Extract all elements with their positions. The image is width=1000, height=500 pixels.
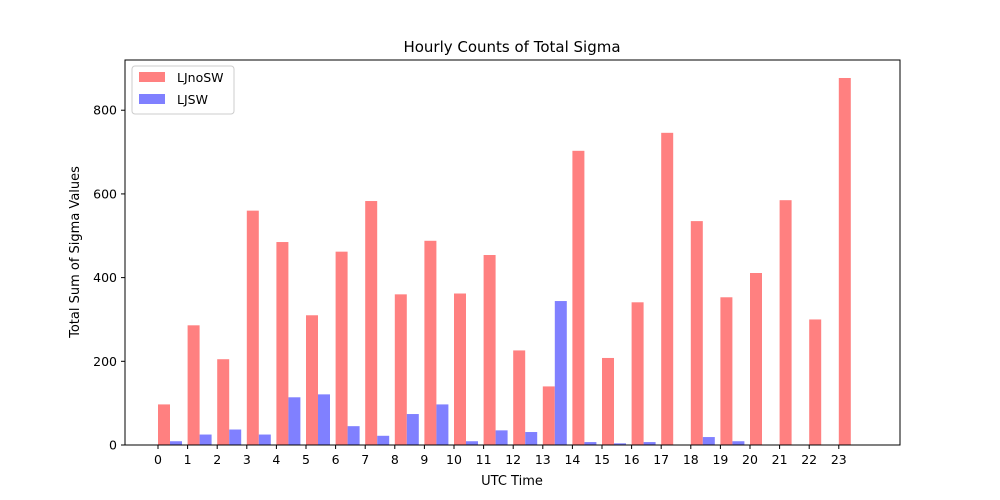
legend: LJnoSW LJSW (131, 65, 235, 115)
bar-ljsw-15 (614, 443, 626, 445)
y-tick-label: 0 (109, 438, 117, 453)
bar-ljnosw-10 (454, 293, 466, 445)
x-axis-ticks: 0 1 2 3 4 5 6 7 8 9 10 11 12 13 14 15 16 17 18 19 20 21 22 23 (154, 445, 847, 467)
x-tick-label: 10 (446, 452, 462, 467)
x-tick-label: 12 (505, 452, 521, 467)
bar-ljnosw-15 (602, 357, 614, 445)
x-tick-label: 20 (742, 452, 758, 467)
bar-ljsw-6 (347, 426, 360, 445)
x-tick-label: 3 (243, 452, 251, 467)
bar-ljnosw-2 (217, 359, 230, 445)
x-tick-label: 2 (213, 452, 221, 467)
bar-ljnosw-4 (276, 242, 289, 445)
x-tick-label: 7 (361, 452, 369, 467)
y-tick-label: 600 (93, 186, 117, 201)
bar-ljnosw-3 (246, 210, 259, 445)
bar-ljnosw-19 (720, 297, 733, 445)
bar-ljnosw-9 (424, 240, 437, 445)
bar-ljnosw-20 (750, 273, 762, 445)
bar-ljnosw-17 (661, 132, 674, 445)
x-tick-label: 22 (801, 452, 817, 467)
bar-ljnosw-6 (335, 251, 348, 445)
bar-ljnosw-13 (542, 386, 555, 445)
x-tick-label: 18 (683, 452, 699, 467)
bar-ljnosw-7 (365, 201, 378, 445)
bar-ljsw-5 (318, 394, 330, 445)
bar-ljsw-0 (170, 441, 182, 445)
bar-ljnosw-12 (513, 350, 526, 445)
x-tick-label: 6 (332, 452, 340, 467)
legend-swatch-ljsw (139, 94, 165, 104)
plot-frame (124, 59, 901, 446)
bar-ljsw-12 (525, 432, 538, 445)
x-tick-label: 4 (272, 452, 280, 467)
y-axis-label: Total Sum of Sigma Values (68, 166, 83, 339)
bar-ljnosw-8 (394, 294, 407, 445)
bar-ljnosw-1 (187, 325, 200, 445)
bar-ljnosw-14 (572, 150, 585, 445)
bar-ljnosw-21 (779, 200, 792, 445)
chart-title: Hourly Counts of Total Sigma (403, 38, 620, 56)
x-tick-label: 11 (476, 452, 492, 467)
bar-ljsw-7 (377, 435, 390, 445)
bar-ljsw-4 (288, 397, 301, 445)
bar-ljnosw-11 (483, 255, 496, 445)
legend-swatch-ljnosw (139, 72, 165, 82)
bar-ljsw-9 (436, 404, 449, 445)
bar-ljsw-14 (584, 442, 597, 445)
bar-ljnosw-23 (838, 77, 851, 445)
bar-ljnosw-18 (690, 221, 703, 445)
bars-group (158, 77, 851, 445)
x-tick-label: 19 (712, 452, 728, 467)
bar-ljsw-3 (258, 434, 271, 445)
bar-ljsw-8 (406, 414, 419, 445)
legend-label-ljnosw: LJnoSW (177, 70, 224, 85)
x-tick-label: 5 (302, 452, 310, 467)
y-tick-label: 400 (93, 270, 117, 285)
bar-ljsw-13 (554, 301, 567, 445)
y-axis-ticks: 0 200 400 600 800 (93, 103, 125, 453)
x-tick-label: 15 (594, 452, 610, 467)
x-tick-label: 1 (184, 452, 192, 467)
x-tick-label: 17 (653, 452, 669, 467)
x-tick-label: 9 (420, 452, 428, 467)
bar-ljnosw-5 (306, 315, 318, 445)
x-tick-label: 23 (831, 452, 847, 467)
x-tick-label: 21 (772, 452, 788, 467)
y-tick-label: 200 (93, 354, 117, 369)
bar-ljnosw-16 (631, 302, 644, 445)
x-tick-label: 14 (564, 452, 580, 467)
x-tick-label: 8 (391, 452, 399, 467)
x-tick-label: 0 (154, 452, 162, 467)
legend-label-ljsw: LJSW (177, 92, 208, 107)
y-tick-label: 800 (93, 103, 117, 118)
x-tick-label: 13 (535, 452, 551, 467)
bar-ljsw-2 (229, 429, 242, 445)
bar-ljsw-16 (643, 442, 656, 445)
x-tick-label: 16 (624, 452, 640, 467)
bar-ljsw-11 (495, 430, 508, 445)
bar-ljnosw-22 (809, 319, 822, 445)
bar-ljsw-1 (199, 434, 212, 445)
bar-ljnosw-0 (158, 404, 170, 445)
bar-ljsw-19 (732, 441, 745, 445)
bar-ljsw-10 (466, 441, 478, 445)
x-axis-label: UTC Time (481, 474, 543, 489)
bar-ljsw-18 (702, 437, 715, 445)
